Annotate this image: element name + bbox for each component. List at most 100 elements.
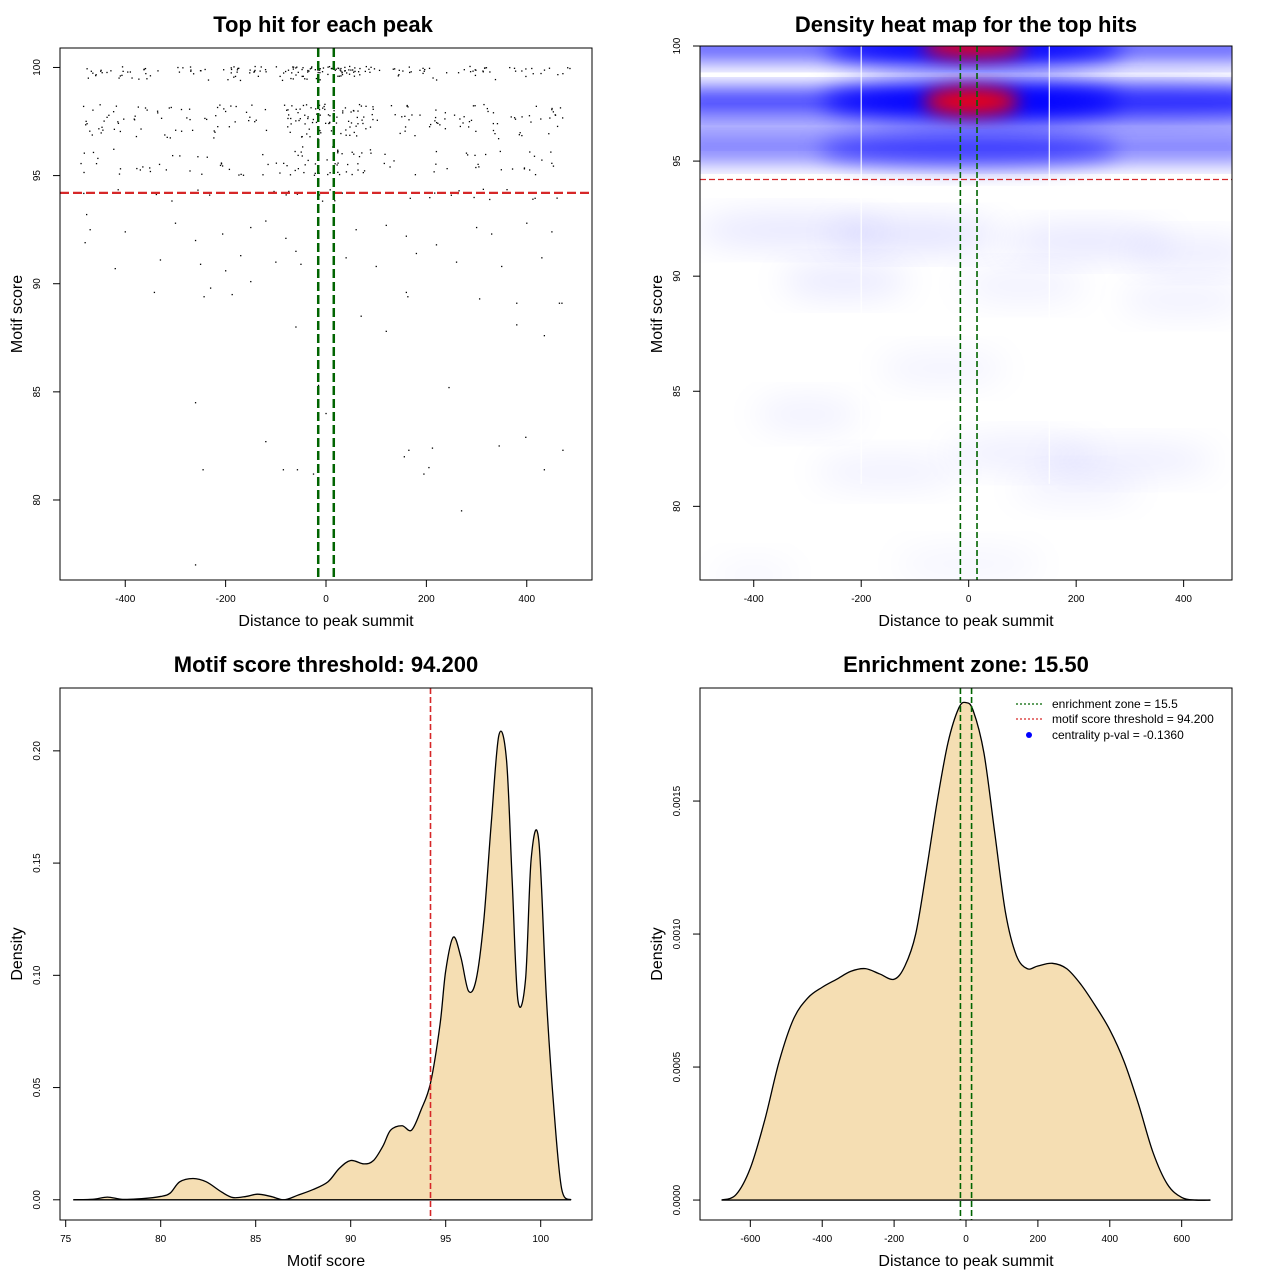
scatter-point: [318, 69, 321, 71]
scatter-point: [399, 132, 401, 135]
heatmap-faint-blob: [1043, 444, 1216, 477]
scatter-point: [469, 65, 471, 68]
heatmap-faint-blob: [957, 269, 1087, 302]
scatter-point: [117, 189, 119, 191]
scatter-point: [408, 449, 410, 451]
scatter-point: [236, 71, 238, 73]
scatter-point: [474, 105, 476, 107]
heatmap-y-tick-label: 95: [672, 155, 683, 167]
score-density-x-tick-label: 75: [60, 1234, 72, 1245]
legend-label-zone: enrichment zone = 15.5: [1052, 697, 1178, 711]
scatter-point: [514, 70, 517, 72]
scatter-point: [92, 151, 95, 154]
scatter-y-tick-label: 95: [32, 170, 43, 182]
scatter-point: [518, 134, 521, 136]
scatter-point: [283, 104, 286, 106]
scatter-point: [86, 123, 88, 125]
scatter-point: [103, 120, 105, 122]
scatter-point: [473, 196, 475, 199]
scatter-point: [169, 137, 171, 139]
scatter-point: [160, 117, 163, 119]
scatter-point: [349, 65, 351, 68]
score-density-y-tick-label: 0.10: [32, 965, 43, 985]
scatter-point: [372, 106, 374, 108]
scatter-point: [365, 65, 367, 68]
scatter-point: [404, 115, 406, 117]
scatter-point: [87, 77, 89, 79]
scatter-point: [219, 164, 222, 167]
scatter-point: [315, 108, 317, 110]
heatmap-density-layers: [700, 46, 1232, 580]
score-density-y-label: Density: [9, 927, 26, 980]
scatter-point: [326, 159, 328, 161]
scatter-point: [133, 119, 136, 121]
scatter-point: [174, 222, 177, 224]
scatter-point: [297, 154, 299, 157]
scatter-point: [238, 174, 240, 176]
scatter-point: [475, 226, 478, 229]
scatter-point: [534, 197, 536, 199]
scatter-point: [398, 69, 400, 71]
scatter-point: [275, 261, 277, 263]
scatter-point: [228, 126, 231, 128]
scatter-point: [223, 108, 225, 110]
scatter-point: [523, 168, 526, 170]
heatmap-faint-blob: [1000, 225, 1173, 258]
scatter-point: [394, 68, 396, 70]
scatter-point: [551, 231, 553, 233]
scatter-point: [532, 198, 534, 200]
scatter-point: [302, 104, 305, 107]
scatter-point: [214, 131, 216, 133]
scatter-point: [245, 111, 248, 113]
scatter-point: [292, 68, 295, 70]
scatter-point: [350, 111, 352, 113]
scatter-point: [113, 148, 115, 150]
scatter-point: [321, 200, 324, 202]
scatter-point: [197, 156, 199, 158]
scatter-point: [424, 68, 426, 71]
heatmap-x-axis: -400 -200 0 200 400: [744, 579, 1192, 605]
scatter-point: [83, 152, 85, 154]
scatter-point: [317, 137, 319, 140]
scatter-point: [319, 114, 321, 116]
distance-density-x-tick-label: -200: [884, 1234, 904, 1245]
scatter-point: [139, 169, 142, 171]
scatter-point: [370, 152, 372, 154]
scatter-point: [519, 132, 521, 134]
score-density-y-tick-label: 0.20: [32, 741, 43, 761]
scatter-point: [365, 128, 367, 130]
scatter-point: [238, 67, 240, 69]
scatter-point: [217, 125, 219, 128]
heatmap-reference-lines: [700, 46, 1232, 580]
scatter-point: [389, 166, 391, 168]
scatter-point: [290, 123, 292, 125]
scatter-point: [289, 174, 292, 176]
scatter-point: [541, 159, 543, 161]
distance-density-x-tick-label: -600: [740, 1234, 760, 1245]
scatter-point: [240, 173, 242, 176]
scatter-point: [390, 105, 393, 107]
scatter-point: [371, 113, 373, 116]
scatter-point: [393, 160, 395, 162]
scatter-point: [230, 68, 233, 71]
distance-density-y-tick-label: 0.0010: [672, 918, 683, 949]
scatter-point: [337, 152, 339, 154]
scatter-point: [137, 106, 139, 108]
scatter-point: [223, 69, 225, 71]
scatter-point: [121, 66, 124, 68]
score-density-x-tick-label: 95: [440, 1234, 452, 1245]
scatter-points: [80, 65, 571, 566]
scatter-panel: Top hit for each peak -400 -200 0 200 400 80…: [9, 12, 593, 630]
scatter-point: [569, 67, 571, 70]
scatter-point: [319, 79, 321, 81]
scatter-point: [406, 104, 408, 107]
scatter-point: [262, 153, 264, 156]
scatter-point: [432, 77, 434, 79]
scatter-point: [528, 115, 531, 117]
scatter-point: [506, 189, 508, 191]
scatter-point: [213, 130, 215, 132]
scatter-point: [423, 70, 425, 72]
scatter-point: [297, 168, 300, 170]
scatter-point: [323, 105, 325, 108]
scatter-point: [297, 112, 299, 114]
